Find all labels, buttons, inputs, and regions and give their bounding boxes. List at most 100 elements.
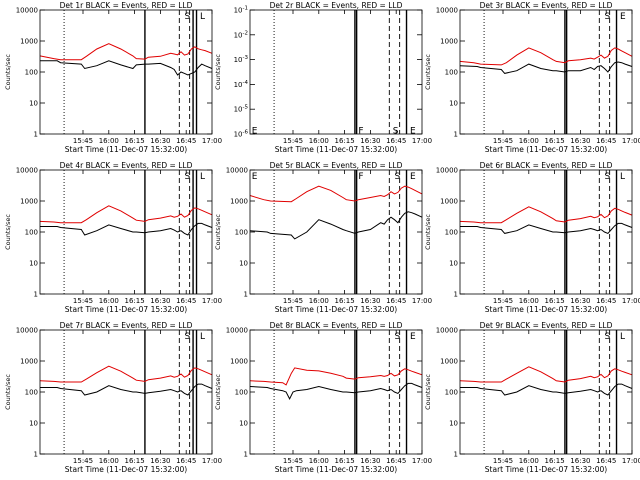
series-events xyxy=(460,222,633,234)
x-tick-label: 16:15 xyxy=(335,297,355,305)
x-tick-label: 16:15 xyxy=(125,457,145,465)
annotation-label: E xyxy=(410,127,416,137)
x-tick-label: 15:45 xyxy=(73,137,93,145)
x-tick-label: 17:00 xyxy=(622,137,640,145)
x-axis-label: Start Time (11-Dec-07 15:32:00) xyxy=(485,305,607,314)
plot-frame xyxy=(459,329,633,455)
y-tick-label: 1000 xyxy=(440,358,458,366)
x-tick-label: 16:30 xyxy=(360,297,380,305)
y-tick-label: 10 xyxy=(239,260,248,268)
series-events xyxy=(40,383,213,396)
panel-7: Det 7r BLACK = Events, RED = LLD Counts/s… xyxy=(4,321,222,474)
x-axis-label: Start Time (11-Dec-07 15:32:00) xyxy=(65,305,187,314)
y-tick-label: 1 xyxy=(34,451,38,459)
x-tick-label: 16:45 xyxy=(386,457,406,465)
plot-frame xyxy=(39,169,213,295)
x-tick-label: 16:45 xyxy=(386,137,406,145)
y-tick-label: 1 xyxy=(34,291,38,299)
annotation-label: F xyxy=(358,172,363,182)
x-axis-label: Start Time (11-Dec-07 15:32:00) xyxy=(275,305,397,314)
series-lld xyxy=(39,365,213,383)
panel-5: Det 5r BLACK = Events, RED = LLD Counts/s… xyxy=(214,161,432,314)
x-tick-label: 16:00 xyxy=(519,137,539,145)
series-events xyxy=(459,61,633,74)
x-tick-label: 16:45 xyxy=(596,297,616,305)
panel-title: Det 9r BLACK = Events, RED = LLD xyxy=(480,321,613,330)
x-tick-label: 15:45 xyxy=(493,297,513,305)
y-tick-label: 1 xyxy=(34,131,38,139)
y-tick-label: 10 xyxy=(449,260,458,268)
x-tick-label: 16:45 xyxy=(176,137,196,145)
series-events xyxy=(40,60,213,76)
annotation-label: L xyxy=(200,172,205,182)
panel-title: Det 1r BLACK = Events, RED = LLD xyxy=(60,1,193,10)
panel-title: Det 3r BLACK = Events, RED = LLD xyxy=(480,1,613,10)
y-axis-label: Counts/sec xyxy=(4,374,12,410)
y-tick-label: 10 xyxy=(449,100,458,108)
series-lld xyxy=(459,366,633,383)
annotation-label: F xyxy=(358,127,363,137)
y-tick-label: 10000 xyxy=(436,327,458,335)
y-tick-label: 1000 xyxy=(20,358,38,366)
annotation-label: E xyxy=(620,12,626,22)
panel-3: Det 3r BLACK = Events, RED = LLD Counts/s… xyxy=(424,1,640,154)
x-tick-label: 16:15 xyxy=(335,457,355,465)
x-tick-label: 16:30 xyxy=(570,137,590,145)
y-tick-label: 100 xyxy=(445,229,458,237)
annotation-label: S xyxy=(394,172,400,182)
x-tick-label: 16:45 xyxy=(596,137,616,145)
y-tick-label: 10000 xyxy=(16,7,38,15)
annotation-label: S xyxy=(394,332,400,342)
y-tick-label: 10-5 xyxy=(234,105,249,114)
x-tick-label: 15:45 xyxy=(493,457,513,465)
y-tick-label: 10 xyxy=(239,420,248,428)
y-tick-label: 10 xyxy=(29,260,38,268)
x-tick-label: 16:15 xyxy=(545,297,565,305)
y-tick-label: 10000 xyxy=(226,327,248,335)
x-tick-label: 17:00 xyxy=(202,297,222,305)
y-tick-label: 100 xyxy=(25,389,38,397)
x-tick-label: 16:30 xyxy=(570,457,590,465)
x-tick-label: 16:45 xyxy=(386,297,406,305)
panel-2: Det 2r BLACK = Events, RED = LLD Counts/s… xyxy=(214,1,432,154)
series-events xyxy=(460,383,633,396)
x-tick-label: 17:00 xyxy=(412,297,432,305)
plot-frame xyxy=(459,9,633,135)
x-tick-label: 17:00 xyxy=(202,457,222,465)
x-tick-label: 16:15 xyxy=(545,457,565,465)
y-tick-label: 1000 xyxy=(230,198,248,206)
annotation-label: E xyxy=(410,172,416,182)
plot-frame xyxy=(249,9,423,135)
y-tick-label: 100 xyxy=(445,69,458,77)
y-axis-label: Counts/sec xyxy=(424,374,432,410)
y-tick-label: 10 xyxy=(29,420,38,428)
y-tick-label: 1000 xyxy=(440,38,458,46)
y-tick-label: 10000 xyxy=(16,327,38,335)
panel-6: Det 6r BLACK = Events, RED = LLD Counts/s… xyxy=(424,161,640,314)
x-tick-label: 16:30 xyxy=(360,137,380,145)
y-tick-label: 1000 xyxy=(440,198,458,206)
x-tick-label: 17:00 xyxy=(412,137,432,145)
y-tick-label: 10-3 xyxy=(234,55,249,64)
x-tick-label: 16:00 xyxy=(99,297,119,305)
series-events xyxy=(249,211,423,240)
y-tick-label: 10000 xyxy=(16,167,38,175)
series-events xyxy=(249,382,423,401)
y-tick-label: 1 xyxy=(244,291,248,299)
x-axis-label: Start Time (11-Dec-07 15:32:00) xyxy=(275,145,397,154)
panel-title: Det 7r BLACK = Events, RED = LLD xyxy=(60,321,193,330)
y-axis-label: Counts/sec xyxy=(214,214,222,250)
x-tick-label: 15:45 xyxy=(493,137,513,145)
y-tick-label: 10-1 xyxy=(234,6,248,15)
x-tick-label: 16:45 xyxy=(176,297,196,305)
y-axis-label: Counts/sec xyxy=(424,54,432,90)
annotation-label: S xyxy=(184,12,190,22)
x-tick-label: 15:45 xyxy=(283,297,303,305)
y-axis-label: Counts/sec xyxy=(214,374,222,410)
y-axis-label: Counts/sec xyxy=(424,214,432,250)
y-tick-label: 100 xyxy=(445,389,458,397)
y-tick-label: 1000 xyxy=(230,358,248,366)
panel-title: Det 6r BLACK = Events, RED = LLD xyxy=(480,161,613,170)
y-tick-label: 100 xyxy=(235,389,248,397)
y-tick-label: 1 xyxy=(454,451,458,459)
